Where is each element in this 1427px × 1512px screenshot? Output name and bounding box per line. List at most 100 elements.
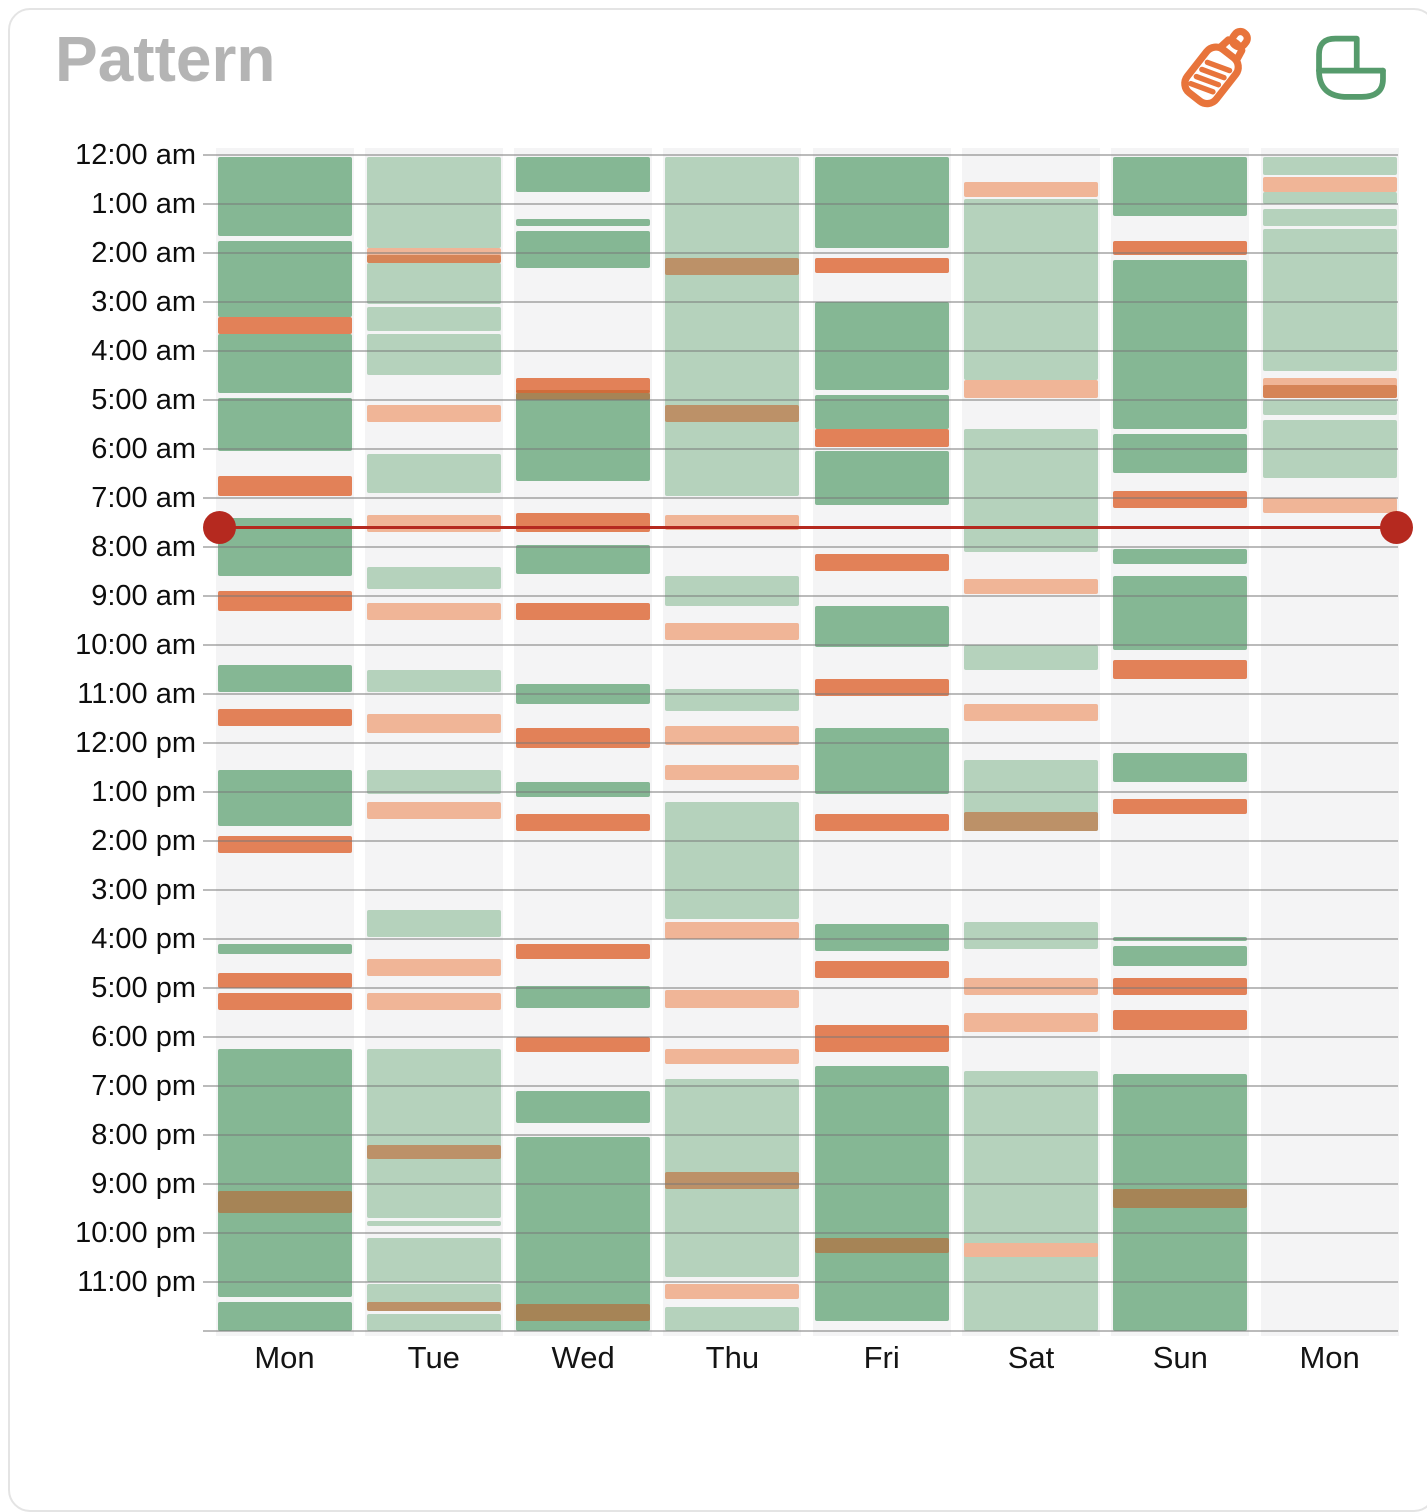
time-label: 8:00 pm xyxy=(91,1119,196,1151)
sleep-block xyxy=(964,199,1098,381)
feed-block xyxy=(516,1037,651,1052)
sleep-block xyxy=(217,1301,352,1331)
sleep-block xyxy=(1113,576,1248,650)
time-label: 5:00 pm xyxy=(91,972,196,1004)
sleep-block xyxy=(665,576,800,606)
sleep-block xyxy=(964,921,1098,949)
feed-block xyxy=(1113,1010,1248,1030)
sleep-block xyxy=(366,157,501,249)
sleep-block xyxy=(1113,549,1248,565)
feed-block xyxy=(1113,799,1248,815)
grid-line xyxy=(203,644,1398,646)
feed-block xyxy=(814,1024,949,1052)
now-line xyxy=(219,525,1396,529)
feed-block xyxy=(366,1144,501,1160)
grid-line xyxy=(203,546,1398,548)
feed-block xyxy=(814,679,949,697)
sleep-block xyxy=(217,157,352,236)
feed-block xyxy=(665,990,800,1008)
grid-line xyxy=(203,350,1398,352)
time-label: 10:00 am xyxy=(75,629,196,661)
day-label: Sun xyxy=(1152,1340,1208,1375)
sleep-block xyxy=(1113,157,1248,217)
sleep-block xyxy=(1262,157,1397,175)
day-label: Mon xyxy=(1299,1340,1360,1375)
sleep-block xyxy=(366,909,501,937)
grid-line xyxy=(203,1330,1398,1332)
bottle-icon[interactable] xyxy=(1172,18,1262,110)
sleep-block xyxy=(366,262,501,305)
feed-block xyxy=(665,1284,800,1300)
feed-block xyxy=(366,1301,501,1312)
sleep-block xyxy=(814,157,949,249)
feed-block xyxy=(964,380,1098,398)
sleep-block xyxy=(516,392,651,481)
sleep-block xyxy=(1113,260,1248,430)
grid-line xyxy=(203,889,1398,891)
feed-block xyxy=(366,603,501,621)
feed-block xyxy=(665,1171,800,1189)
time-label: 3:00 pm xyxy=(91,874,196,906)
feed-block xyxy=(964,1012,1098,1033)
feed-block xyxy=(665,725,800,746)
feed-block xyxy=(1262,177,1397,192)
time-label: 1:00 am xyxy=(91,188,196,220)
sleep-block xyxy=(366,306,501,332)
grid-line xyxy=(203,987,1398,989)
feed-block xyxy=(366,801,501,819)
feed-block xyxy=(516,390,651,400)
time-label: 7:00 am xyxy=(91,482,196,514)
feed-block xyxy=(1262,498,1397,513)
sleep-block xyxy=(366,769,501,795)
feed-block xyxy=(1262,385,1397,398)
sleep-block xyxy=(665,157,800,496)
feed-block xyxy=(665,765,800,780)
feed-block xyxy=(665,404,800,423)
cradle-icon[interactable] xyxy=(1306,28,1396,110)
day-label: Sat xyxy=(1007,1340,1055,1375)
feed-block xyxy=(964,1242,1098,1258)
sleep-block xyxy=(1113,752,1248,783)
now-line-left-handle[interactable] xyxy=(203,510,236,544)
sleep-block xyxy=(964,1071,1098,1331)
day-label: Tue xyxy=(407,1340,460,1375)
sleep-block xyxy=(516,1090,651,1123)
sleep-block xyxy=(516,985,651,1008)
feed-block xyxy=(665,1049,800,1064)
feed-block xyxy=(516,814,651,832)
feed-block xyxy=(964,578,1098,594)
feed-block xyxy=(964,703,1098,721)
feed-block xyxy=(814,257,949,273)
grid-line xyxy=(203,693,1398,695)
time-label: 11:00 pm xyxy=(77,1266,196,1298)
sleep-block xyxy=(516,1137,651,1331)
feed-block xyxy=(516,377,651,393)
feed-block xyxy=(814,429,949,447)
sleep-block xyxy=(366,1313,501,1331)
grid-line xyxy=(203,742,1398,744)
sleep-block xyxy=(814,728,949,795)
grid-line xyxy=(203,1085,1398,1087)
sleep-block xyxy=(665,801,800,920)
grid-line xyxy=(203,595,1398,597)
feed-block xyxy=(217,475,352,496)
sleep-block xyxy=(516,782,651,797)
feed-block xyxy=(366,515,501,533)
feed-block xyxy=(1113,1188,1248,1209)
sleep-block xyxy=(366,1049,501,1219)
now-line-right-handle[interactable] xyxy=(1380,510,1413,544)
sleep-block xyxy=(366,566,501,589)
feed-block xyxy=(814,554,949,572)
sleep-block xyxy=(516,544,651,574)
time-label: 12:00 pm xyxy=(75,727,196,759)
day-label: Fri xyxy=(863,1340,900,1375)
feed-block xyxy=(814,814,949,832)
time-label: 9:00 pm xyxy=(91,1168,196,1200)
grid-line xyxy=(203,203,1398,205)
feed-block xyxy=(217,992,352,1011)
feed-block xyxy=(217,708,352,726)
feed-block xyxy=(665,622,800,641)
grid-line xyxy=(203,301,1398,303)
grid-line xyxy=(203,791,1398,793)
page-title: Pattern xyxy=(55,23,276,95)
